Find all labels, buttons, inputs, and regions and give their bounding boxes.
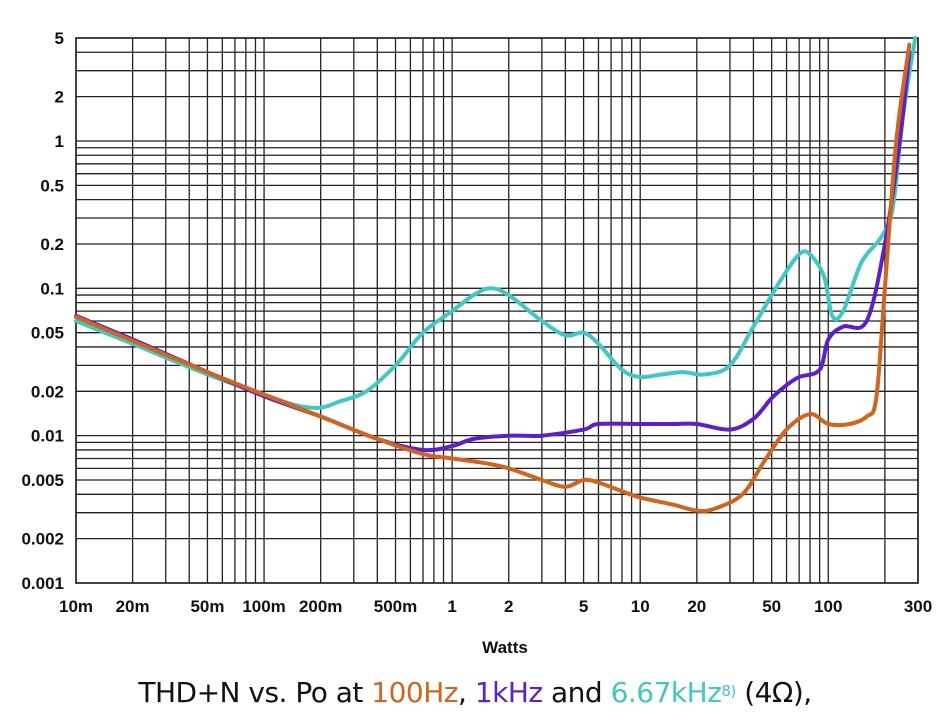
y-tick-label: 5	[55, 29, 64, 48]
thd-chart: 10m 20m 50m 100m 200m 500m 1 2 5 10 20 50 100 300 521…	[21, 29, 932, 657]
chart-grid	[75, 37, 919, 584]
x-tick-label: 50m	[190, 597, 224, 616]
caption-freq-1khz: 1kHz	[474, 676, 543, 709]
series-line-0	[74, 36, 918, 410]
series-line-2	[74, 42, 912, 513]
y-tick-label: 0.1	[40, 279, 64, 298]
caption-suffix: (4Ω),	[735, 676, 812, 709]
x-tick-label: 300	[904, 597, 932, 616]
y-tick-label: 0.001	[21, 574, 64, 593]
y-tick-label: 0.01	[31, 427, 64, 446]
chart-caption: THD+N vs. Po at 100Hz, 1kHz and 6.67kHz8…	[0, 676, 950, 709]
x-axis-ticks: 10m 20m 50m 100m 200m 500m 1 2 5 10 20 50 100 300	[59, 597, 932, 616]
caption-footnote: 8)	[721, 682, 736, 700]
x-tick-label: 100m	[242, 597, 285, 616]
x-tick-label: 500m	[374, 597, 417, 616]
plot-frame	[75, 37, 919, 584]
x-tick-label: 20m	[116, 597, 150, 616]
x-tick-label: 50	[762, 597, 781, 616]
y-tick-label: 2	[55, 88, 64, 107]
x-tick-label: 1	[447, 597, 456, 616]
y-tick-label: 0.02	[31, 382, 64, 401]
caption-freq-6-67khz: 6.67kHz	[610, 676, 722, 709]
caption-prefix: THD+N vs. Po at	[138, 676, 372, 709]
x-tick-label: 20	[687, 597, 706, 616]
y-axis-ticks: 5 2 1 0.5 0.2 0.1 0.05 0.02 0.01 0.005 0.002 0.001	[21, 29, 64, 593]
caption-sep-2: and	[542, 676, 611, 709]
y-tick-label: 0.2	[40, 235, 64, 254]
y-tick-label: 0.5	[40, 176, 64, 195]
x-tick-label: 100	[814, 597, 842, 616]
x-tick-label: 2	[504, 597, 513, 616]
x-tick-label: 5	[579, 597, 588, 616]
y-tick-label: 1	[55, 132, 64, 151]
y-tick-label: 0.05	[31, 324, 64, 343]
caption-sep-1: ,	[458, 676, 475, 709]
x-tick-label: 200m	[299, 597, 342, 616]
x-axis-label: Watts	[482, 638, 528, 657]
y-tick-label: 0.005	[21, 471, 64, 490]
x-tick-label: 10	[631, 597, 650, 616]
chart-series	[74, 36, 918, 513]
x-tick-label: 10m	[59, 597, 93, 616]
y-tick-label: 0.002	[21, 530, 64, 549]
caption-freq-100hz: 100Hz	[371, 676, 458, 709]
series-line-1	[74, 50, 912, 453]
